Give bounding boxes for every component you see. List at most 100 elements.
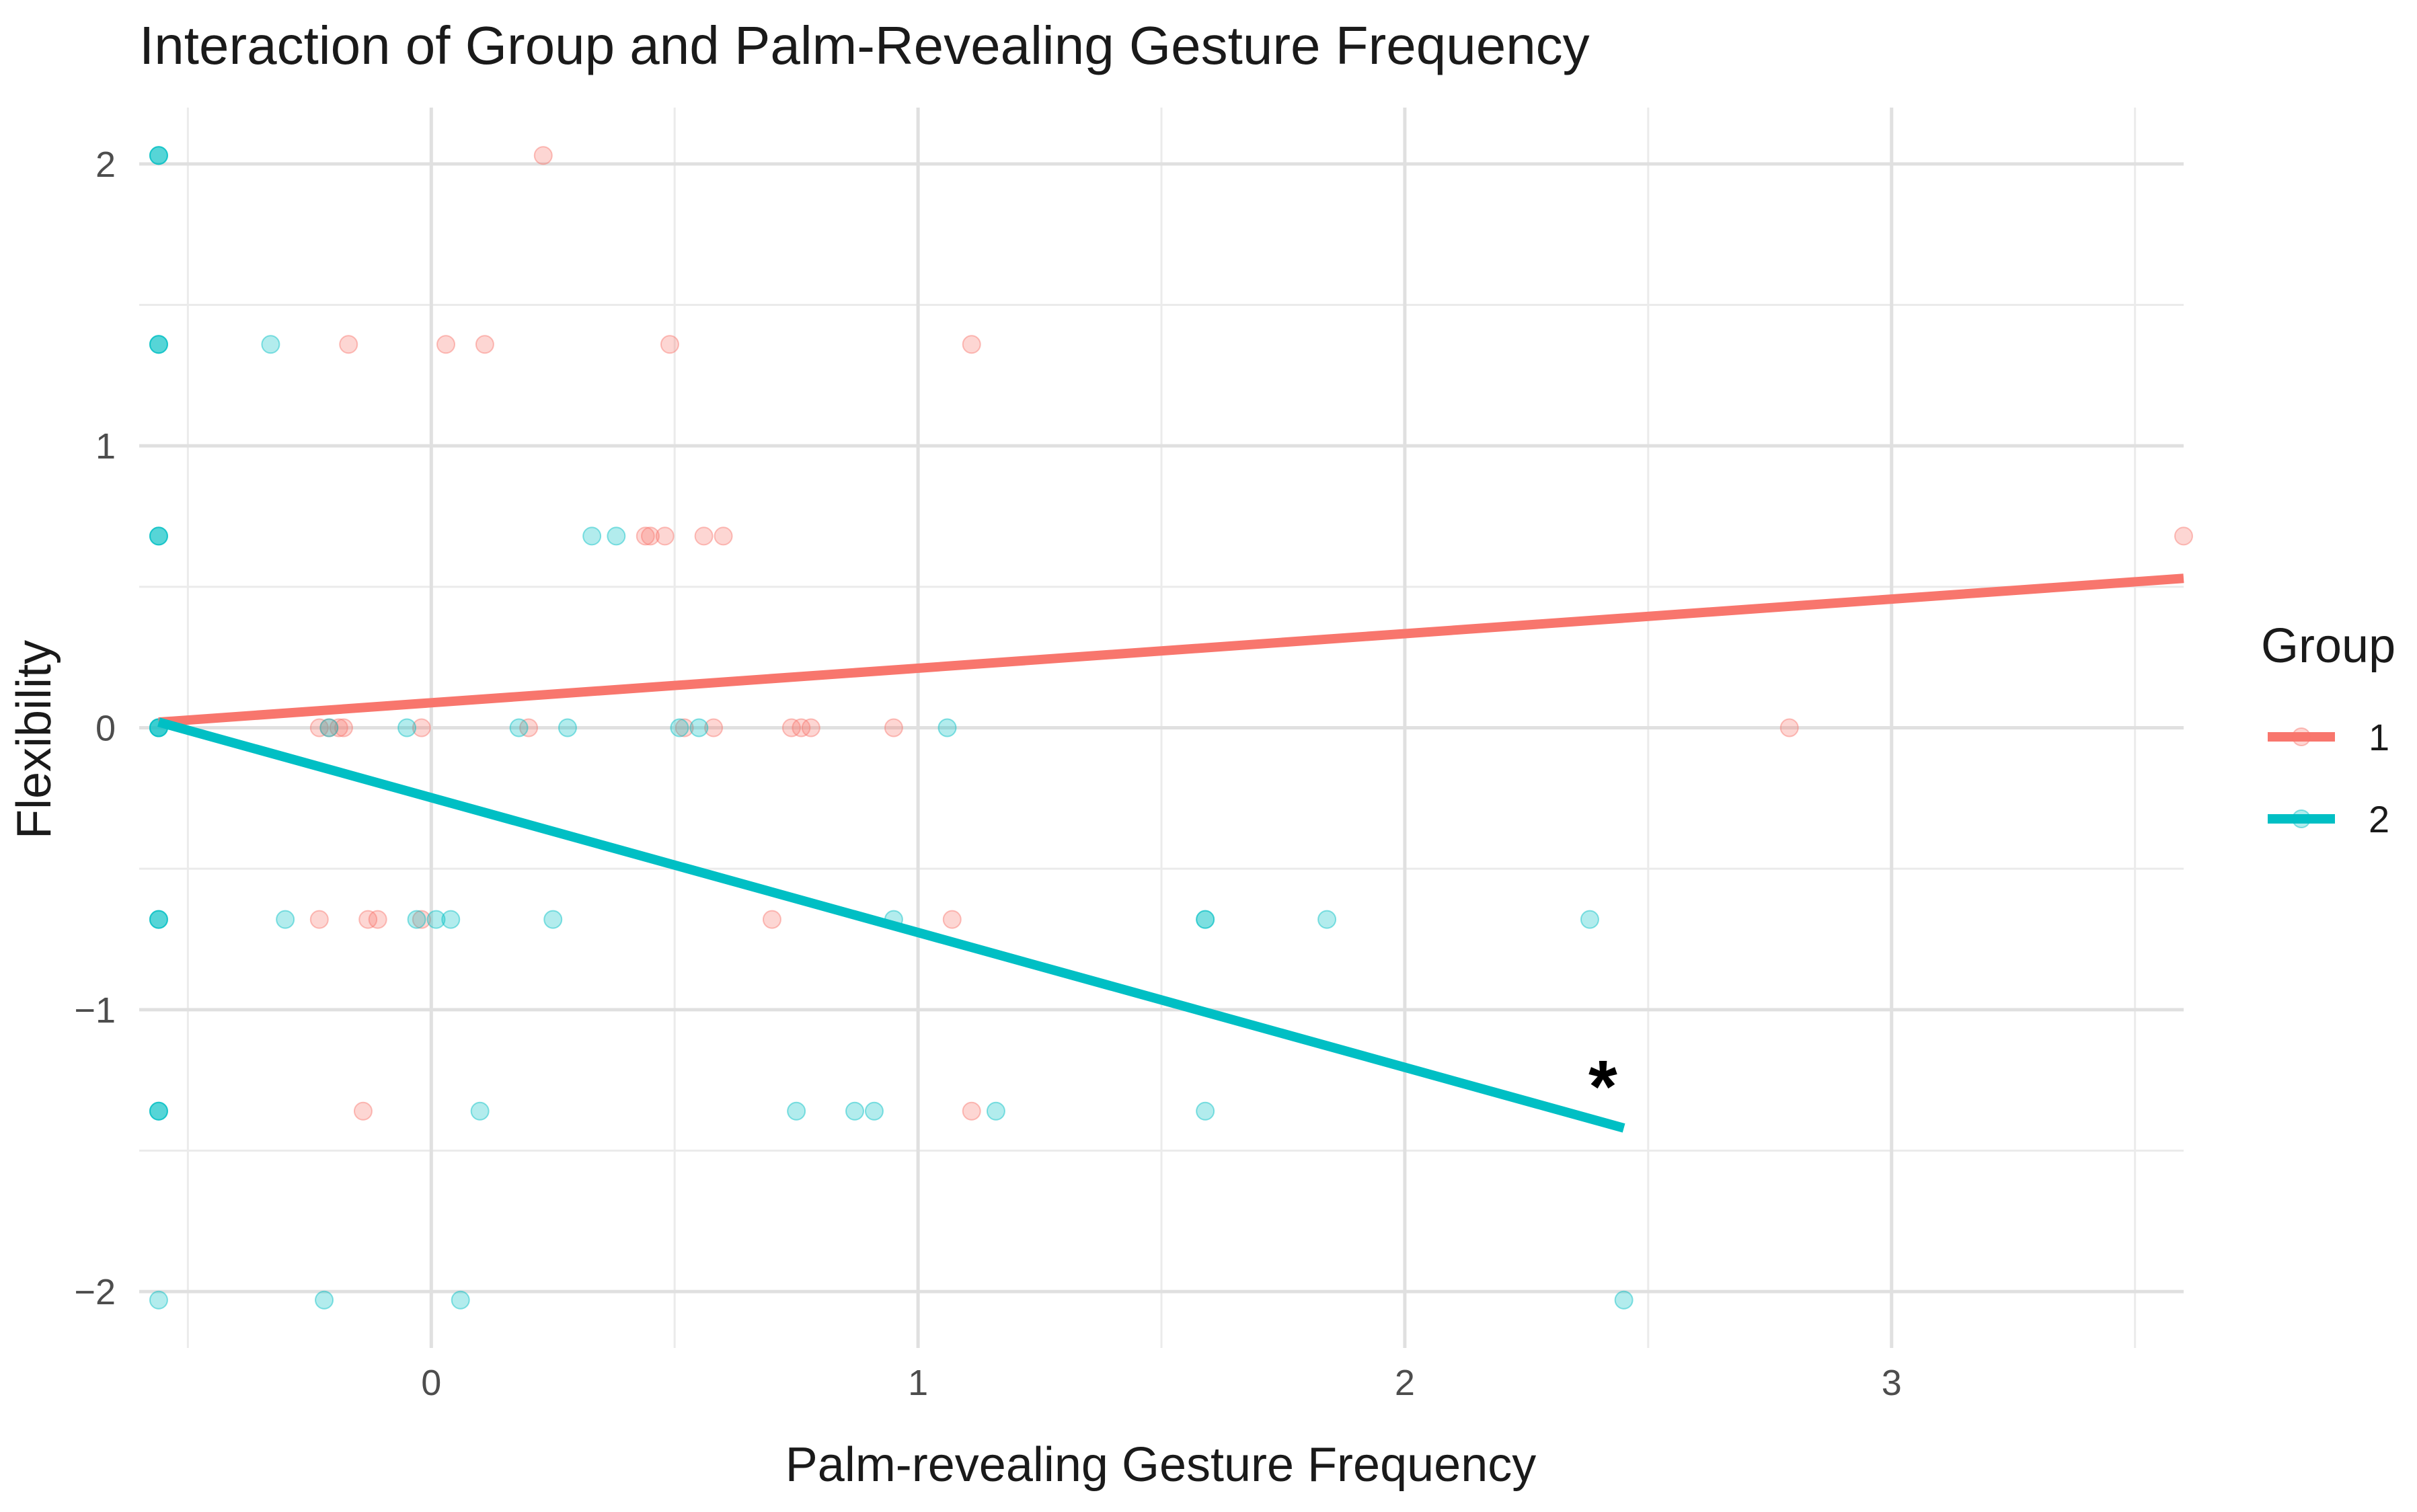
data-point-group-1: [353, 1101, 373, 1121]
x-axis-label: Palm-revealing Gesture Frequency: [785, 1438, 1537, 1492]
x-tick-label: 2: [1395, 1363, 1415, 1403]
data-point-group-2: [149, 335, 168, 354]
data-point-group-2: [689, 718, 709, 738]
data-point-group-1: [641, 526, 660, 546]
data-point-group-1: [519, 718, 539, 738]
data-point-group-2: [864, 1101, 884, 1121]
data-point-group-2: [407, 910, 426, 929]
data-point-group-2: [261, 335, 280, 354]
data-point-group-1: [704, 718, 724, 738]
data-point-group-2: [149, 1101, 168, 1121]
data-point-group-2: [845, 1101, 864, 1121]
data-point-group-1: [319, 718, 339, 738]
data-point-group-1: [533, 146, 553, 165]
data-point-group-1: [358, 910, 378, 929]
data-point-group-2: [149, 1101, 168, 1121]
chart-title: Interaction of Group and Palm-Revealing …: [139, 15, 1590, 75]
trend-lines: [157, 573, 2184, 1133]
trend-line-group-1: [158, 573, 2184, 727]
y-tick-label: 1: [95, 426, 116, 467]
legend-key-point-group-2: [2292, 809, 2311, 828]
data-point-group-2: [1196, 910, 1215, 929]
data-point-group-1: [1779, 718, 1799, 738]
data-point-group-2: [1317, 910, 1337, 929]
x-axis-ticks: 0 1 2 3: [421, 1363, 1901, 1403]
data-point-group-2: [149, 526, 168, 546]
data-point-group-2: [607, 526, 626, 546]
data-point-group-2: [986, 1101, 1005, 1121]
data-point-group-2: [582, 526, 602, 546]
x-tick-label: 0: [421, 1363, 441, 1403]
y-axis-ticks: −2 −1 0 1 2: [74, 145, 116, 1312]
data-point-group-1: [660, 335, 679, 354]
data-point-group-2: [441, 910, 461, 929]
data-point-group-2: [426, 910, 446, 929]
data-point-group-1: [475, 335, 494, 354]
y-tick-label: −1: [74, 990, 116, 1031]
legend-key-point-group-1: [2292, 727, 2311, 746]
data-point-group-1: [962, 335, 981, 354]
data-point-group-1: [436, 335, 455, 354]
data-point-group-2: [1196, 1101, 1215, 1121]
x-tick-label: 1: [908, 1363, 928, 1403]
data-point-group-2: [543, 910, 563, 929]
grid-major: [139, 108, 2184, 1348]
data-point-group-2: [670, 718, 689, 738]
data-point-group-1: [412, 718, 431, 738]
data-point-group-2: [276, 910, 295, 929]
data-point-group-1: [942, 910, 962, 929]
data-point-group-2: [149, 526, 168, 546]
data-point-group-2: [1580, 910, 1599, 929]
data-point-group-1: [636, 526, 655, 546]
data-point-group-1: [339, 335, 358, 354]
data-point-group-2: [319, 718, 339, 738]
data-point-group-2: [149, 910, 168, 929]
data-point-group-1: [675, 718, 694, 738]
data-point-group-1: [792, 718, 811, 738]
data-point-group-1: [2174, 526, 2193, 546]
data-point-group-2: [149, 146, 168, 165]
data-point-group-1: [962, 1101, 981, 1121]
data-point-group-2: [149, 1290, 168, 1310]
data-point-group-2: [149, 335, 168, 354]
data-point-group-2: [1614, 1290, 1634, 1310]
x-tick-label: 3: [1882, 1363, 1902, 1403]
data-point-group-2: [937, 718, 957, 738]
data-point-group-2: [509, 718, 529, 738]
data-point-group-2: [149, 910, 168, 929]
data-point-group-2: [470, 1101, 490, 1121]
data-point-group-2: [149, 526, 168, 546]
data-point-group-1: [309, 718, 329, 738]
data-point-group-2: [1196, 910, 1215, 929]
data-point-group-2: [397, 718, 417, 738]
data-point-group-2: [451, 1290, 470, 1310]
data-point-group-2: [149, 910, 168, 929]
data-point-group-1: [334, 718, 353, 738]
legend-label-group-2: 2: [2369, 798, 2389, 840]
y-tick-label: 0: [95, 709, 116, 749]
data-point-group-1: [412, 910, 431, 929]
data-point-group-1: [655, 526, 675, 546]
data-points: [149, 146, 2193, 1310]
trend-line-group-2: [157, 717, 1625, 1133]
legend-title: Group: [2261, 619, 2395, 673]
data-point-group-2: [558, 718, 577, 738]
y-tick-label: 2: [95, 145, 116, 185]
y-axis-label: Flexibility: [7, 640, 61, 839]
data-point-group-1: [694, 526, 714, 546]
data-point-group-1: [309, 910, 329, 929]
data-point-group-1: [368, 910, 387, 929]
data-point-group-2: [149, 1101, 168, 1121]
data-point-group-1: [714, 526, 733, 546]
data-point-group-2: [315, 1290, 334, 1310]
data-point-group-2: [149, 335, 168, 354]
data-point-group-1: [329, 718, 348, 738]
data-point-group-1: [801, 718, 820, 738]
data-point-group-2: [787, 1101, 806, 1121]
data-point-group-1: [781, 718, 801, 738]
significance-annotation: *: [1588, 1045, 1617, 1128]
legend: Group 1 2: [2261, 619, 2395, 840]
data-point-group-1: [762, 910, 781, 929]
